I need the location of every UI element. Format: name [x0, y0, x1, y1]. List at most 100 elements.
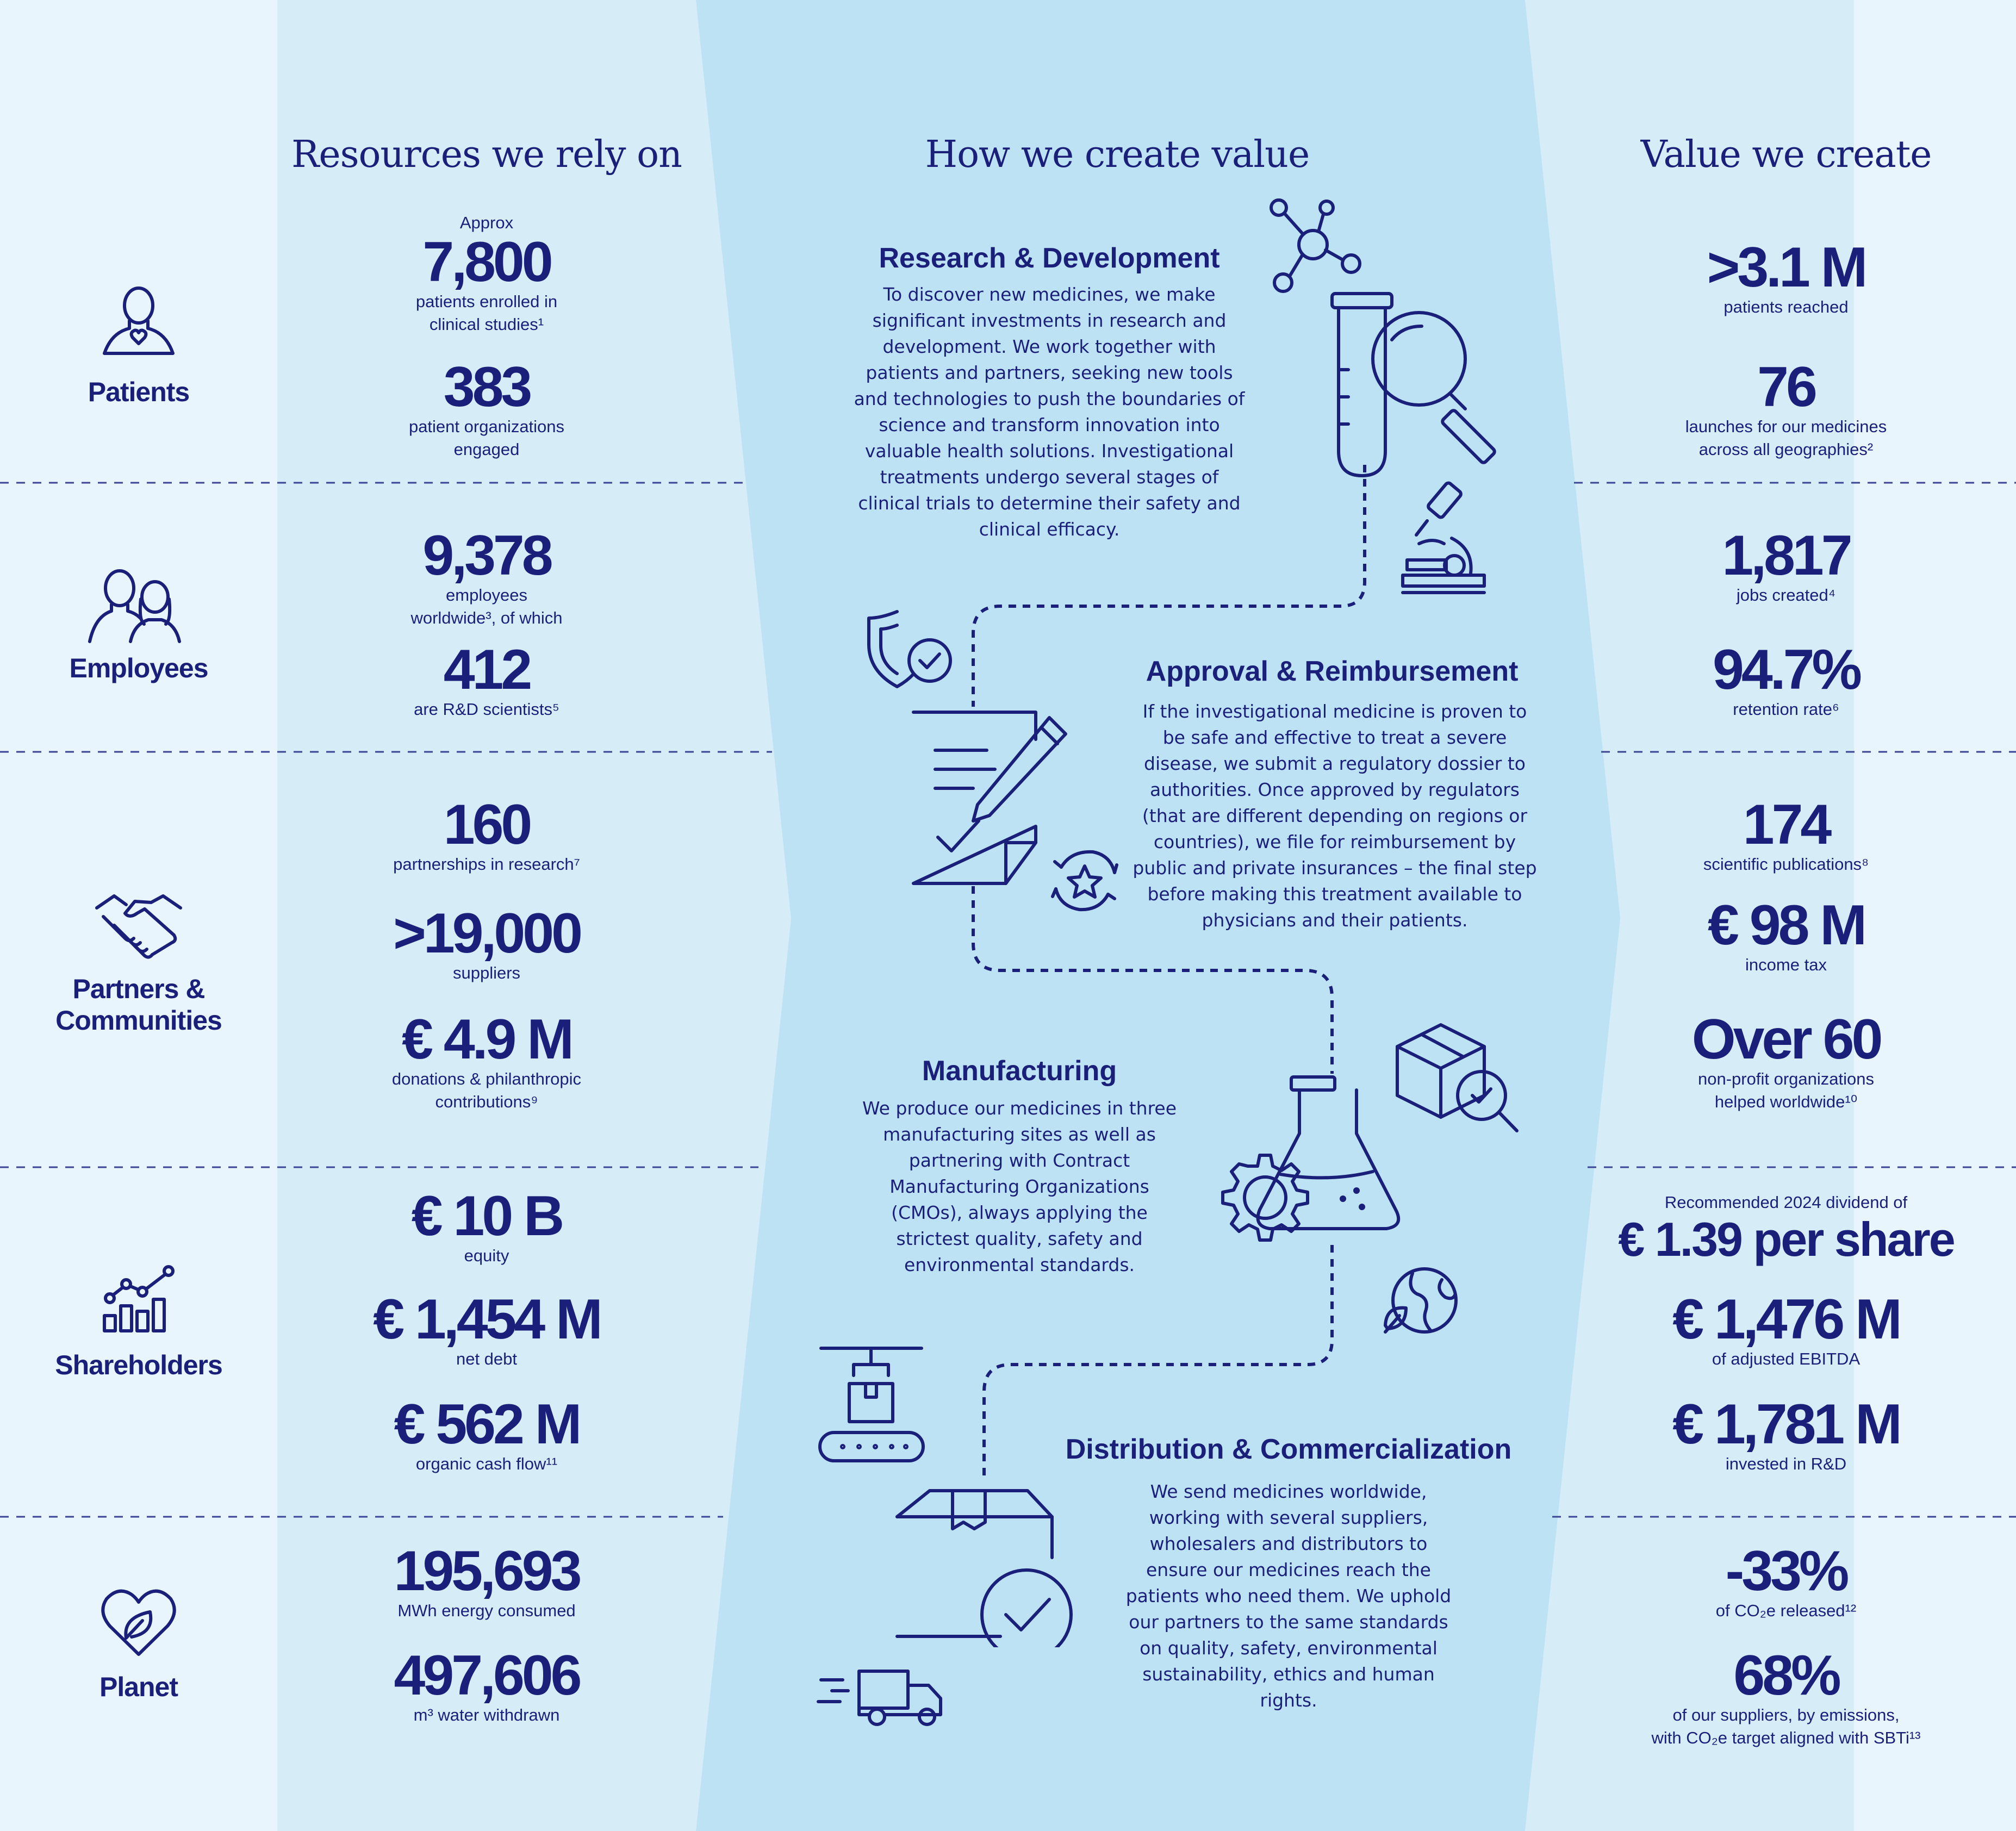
- stat-value: 76: [1757, 356, 1818, 419]
- stat-value: 497,606: [394, 1644, 582, 1707]
- molecule-icon: [1267, 196, 1365, 304]
- category-planet: Planet: [99, 1672, 178, 1702]
- heart-leaf-icon: [98, 1585, 179, 1661]
- stat-label: retention rate⁶: [1733, 700, 1839, 719]
- stat-label: net debt: [456, 1349, 518, 1368]
- stat-donations: € 4.9 M donations & philanthropic contri…: [326, 1011, 647, 1113]
- stat-label: equity: [464, 1246, 509, 1265]
- stat-value: >3.1 M: [1707, 236, 1868, 299]
- stat-prefix: Recommended 2024 dividend of: [1664, 1193, 1908, 1212]
- stat-label: patients reached: [1723, 297, 1849, 316]
- stat-label: organic cash flow¹¹: [415, 1454, 558, 1473]
- stat-employees: 9,378 employees worldwide³, of which: [326, 527, 647, 630]
- stat-value: 195,693: [394, 1540, 582, 1603]
- handshake-icon: [92, 886, 185, 962]
- stat-partnerships: 160 partnerships in research⁷: [326, 796, 647, 876]
- stat-value: 160: [443, 793, 533, 856]
- stat-label: m³ water withdrawn: [413, 1705, 560, 1724]
- box-inspection-icon: [1392, 1019, 1528, 1139]
- stat-value: 7,800: [422, 231, 553, 294]
- patient-heart-icon: [98, 283, 179, 364]
- stat-label: of adjusted EBITDA: [1712, 1349, 1861, 1368]
- microscope-icon: [1397, 478, 1490, 603]
- employees-icon: [84, 565, 193, 647]
- stat-scientists: 412 are R&D scientists⁵: [326, 642, 647, 721]
- stat-value: € 98 M: [1708, 894, 1867, 957]
- stat-equity: € 10 B equity: [326, 1188, 647, 1267]
- stat-label: launches for our medicines across all ge…: [1685, 417, 1887, 459]
- flask-gear-icon: [1199, 1074, 1411, 1280]
- stat-label: are R&D scientists⁵: [414, 700, 559, 719]
- stat-co2: -33% of CO₂e released¹²: [1590, 1543, 1982, 1622]
- stat-value: Over 60: [1691, 1008, 1883, 1071]
- distribution-title: Distribution & Commercialization: [1065, 1434, 1512, 1465]
- stat-label: invested in R&D: [1725, 1454, 1847, 1473]
- category-partners: Partners & Communities: [55, 974, 222, 1036]
- stat-value: 1,817: [1722, 524, 1852, 587]
- stat-value: >19,000: [393, 902, 583, 965]
- stat-sbti: 68% of our suppliers, by emissions, with…: [1590, 1647, 1982, 1749]
- stat-suppliers: >19,000 suppliers: [326, 905, 647, 985]
- stat-value: € 562 M: [394, 1393, 582, 1456]
- stat-value: € 1.39 per share: [1618, 1212, 1955, 1266]
- delivery-truck-icon: [816, 1664, 946, 1729]
- stat-value: € 1,454 M: [373, 1288, 603, 1351]
- value-header: Value we create: [1640, 133, 1932, 176]
- resources-header: Resources we rely on: [291, 133, 682, 176]
- distribution-body: We send medicines worldwide, working wit…: [1125, 1481, 1452, 1711]
- stat-value: -33%: [1725, 1540, 1850, 1603]
- how-header: How we create value: [925, 133, 1310, 176]
- star-cycle-icon: [1049, 845, 1120, 916]
- stat-ebitda: € 1,476 M of adjusted EBITDA: [1590, 1291, 1982, 1371]
- stat-jobs: 1,817 jobs created⁴: [1590, 527, 1982, 607]
- rnd-body: To discover new medicines, we make signi…: [854, 284, 1245, 540]
- approval-body: If the investigational medicine is prove…: [1133, 701, 1537, 931]
- growth-chart-icon: [98, 1261, 179, 1337]
- stat-label: patients enrolled in clinical studies¹: [415, 292, 558, 334]
- stat-cash-flow: € 562 M organic cash flow¹¹: [326, 1396, 647, 1475]
- stat-label: suppliers: [452, 963, 521, 982]
- approval-title: Approval & Reimbursement: [1146, 656, 1519, 687]
- stat-value: 174: [1743, 793, 1832, 856]
- stat-value: 383: [443, 356, 533, 419]
- stat-label: employees worldwide³, of which: [410, 586, 563, 627]
- stat-retention: 94.7% retention rate⁶: [1590, 642, 1982, 721]
- stat-value: € 4.9 M: [402, 1008, 574, 1071]
- manufacturing-title: Manufacturing: [922, 1055, 1117, 1087]
- signed-document-icon: [908, 707, 1093, 892]
- category-shareholders: Shareholders: [55, 1350, 223, 1380]
- stat-label: non-profit organizations helped worldwid…: [1698, 1069, 1874, 1111]
- stat-water: 497,606 m³ water withdrawn: [326, 1647, 647, 1727]
- stat-dividend: Recommended 2024 dividend of € 1.39 per …: [1590, 1192, 1982, 1266]
- stat-prefix: Approx: [459, 213, 514, 232]
- stat-publications: 174 scientific publications⁸: [1590, 796, 1982, 876]
- stat-value: € 1,781 M: [1672, 1393, 1902, 1456]
- stat-rnd-invested: € 1,781 M invested in R&D: [1590, 1396, 1982, 1475]
- manufacturing-body: We produce our medicines in three manufa…: [862, 1098, 1177, 1275]
- stat-value: 68%: [1733, 1644, 1841, 1707]
- stat-clinical-patients: Approx 7,800 patients enrolled in clinic…: [326, 212, 647, 336]
- stat-income-tax: € 98 M income tax: [1590, 897, 1982, 976]
- stat-label: scientific publications⁸: [1703, 855, 1869, 874]
- stat-energy: 195,693 MWh energy consumed: [326, 1543, 647, 1622]
- category-employees: Employees: [69, 653, 208, 683]
- stat-nonprofits: Over 60 non-profit organizations helped …: [1590, 1011, 1982, 1113]
- stat-label: MWh energy consumed: [397, 1601, 576, 1620]
- stat-label: patient organizations engaged: [408, 417, 565, 459]
- stat-value: € 10 B: [411, 1185, 564, 1248]
- package-check-icon: [892, 1484, 1077, 1647]
- stat-label: donations & philanthropic contributions⁹: [391, 1069, 582, 1111]
- stat-value: € 1,476 M: [1672, 1288, 1902, 1351]
- rnd-title: Research & Development: [879, 242, 1220, 274]
- stat-value: 412: [443, 638, 533, 701]
- stat-launches: 76 launches for our medicines across all…: [1590, 359, 1982, 461]
- category-patients: Patients: [88, 377, 190, 407]
- shield-check-icon: [864, 606, 962, 693]
- stat-patients-reached: >3.1 M patients reached: [1590, 239, 1982, 319]
- conveyor-icon: [816, 1343, 930, 1468]
- stat-value: 94.7%: [1713, 638, 1862, 701]
- stat-label: of our suppliers, by emissions, with CO₂…: [1651, 1705, 1921, 1747]
- stat-label: partnerships in research⁷: [393, 855, 580, 874]
- stat-label: of CO₂e released¹²: [1715, 1601, 1857, 1620]
